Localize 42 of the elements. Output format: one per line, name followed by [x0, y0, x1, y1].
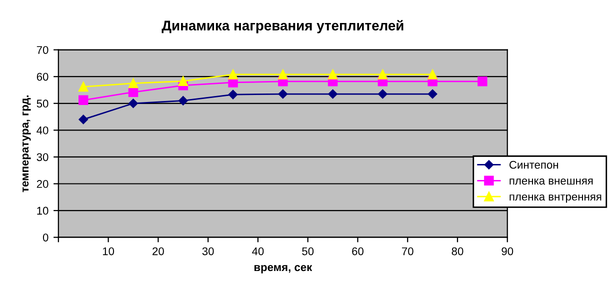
x-tick-label: 30 — [202, 247, 214, 256]
x-axis-title: время, сек — [254, 265, 312, 274]
y-tick-label: 0 — [42, 234, 48, 242]
x-tick-label: 50 — [302, 247, 314, 256]
point — [78, 82, 88, 92]
legend-label: Синтепон — [510, 160, 558, 169]
y-tick-label: 50 — [36, 100, 48, 108]
point — [128, 98, 138, 108]
point — [278, 70, 288, 80]
y-tick-label: 60 — [36, 72, 48, 81]
point — [178, 76, 188, 86]
y-tick-label: 70 — [36, 46, 48, 54]
y-tick-label: 20 — [36, 180, 48, 188]
point — [428, 70, 438, 80]
y-tick-label: 40 — [36, 126, 48, 134]
point — [128, 87, 138, 97]
x-tick-label: 60 — [352, 247, 364, 256]
x-tick-label: 80 — [452, 247, 464, 256]
point — [78, 95, 88, 106]
x-tick-label: 40 — [252, 247, 264, 256]
point — [428, 89, 438, 99]
x-tick-label: 90 — [502, 247, 514, 256]
y-tick-label: 30 — [36, 153, 48, 162]
point — [228, 70, 238, 80]
y-axis-title: температура, грд. — [22, 95, 31, 192]
point — [378, 89, 388, 99]
point — [328, 70, 338, 80]
point — [378, 70, 388, 80]
point — [178, 96, 188, 106]
y-tick-label: 10 — [37, 206, 48, 215]
point — [228, 90, 238, 100]
x-tick-label: 20 — [152, 247, 164, 256]
legend-label: пленка внешняя — [510, 178, 593, 185]
x-tick-label: 70 — [402, 247, 414, 256]
point — [328, 89, 338, 99]
point — [78, 114, 88, 124]
point — [128, 78, 138, 88]
point — [278, 89, 288, 99]
chart-title: Динамика нагревания утеплителей — [162, 20, 404, 34]
legend-label: пленка внтренняя — [510, 194, 602, 203]
x-tick-label: 10 — [102, 247, 114, 256]
point — [478, 76, 488, 86]
